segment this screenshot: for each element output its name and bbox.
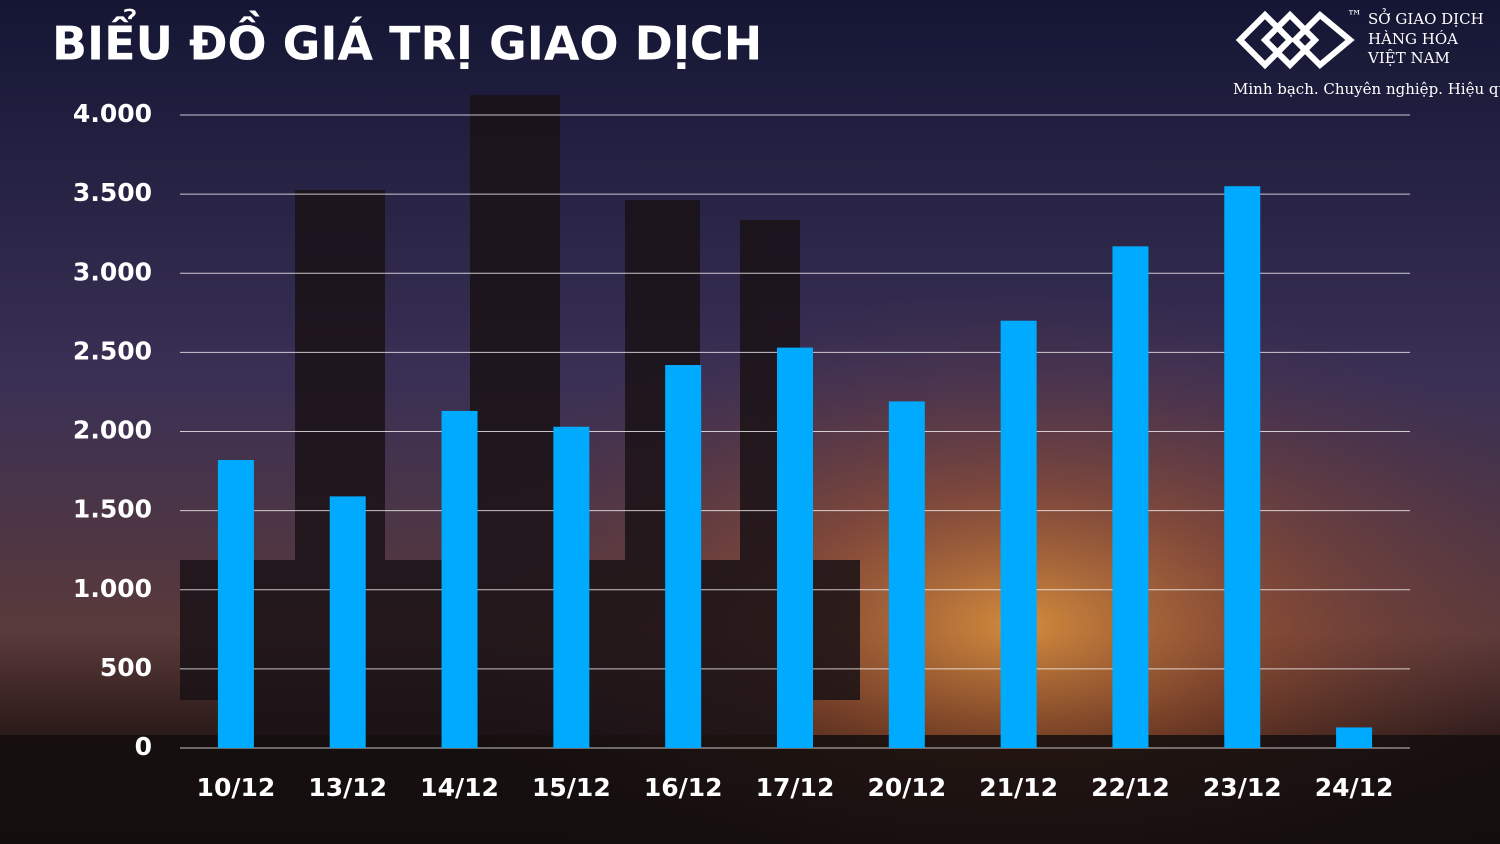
rig-silhouette xyxy=(0,95,1500,844)
y-tick-label: 3.000 xyxy=(73,257,152,286)
bar xyxy=(1336,727,1373,748)
bar xyxy=(888,401,925,748)
logo-tagline: Minh bạch. Chuyên nghiệp. Hiệu quả xyxy=(1233,80,1500,98)
x-tick-label: 23/12 xyxy=(1203,773,1282,802)
logo-mark xyxy=(1235,10,1355,70)
x-tick-label: 17/12 xyxy=(756,773,835,802)
x-tick-label: 20/12 xyxy=(867,773,946,802)
y-tick-label: 2.000 xyxy=(73,416,152,445)
y-tick-label: 0 xyxy=(135,732,152,761)
y-tick-label: 4.000 xyxy=(73,99,152,128)
bar xyxy=(217,459,254,748)
x-tick-label: 15/12 xyxy=(532,773,611,802)
logo-line: HÀNG HÓA xyxy=(1368,30,1458,48)
logo-trademark: ™ xyxy=(1347,7,1362,25)
bar xyxy=(665,365,702,748)
y-tick-label: 1.500 xyxy=(73,495,152,524)
bar xyxy=(1000,320,1037,748)
x-tick-label: 22/12 xyxy=(1091,773,1170,802)
x-tick-label: 24/12 xyxy=(1315,773,1394,802)
bar xyxy=(329,496,366,748)
chart-title: BIỂU ĐỒ GIÁ TRỊ GIAO DỊCH xyxy=(52,9,762,71)
bar xyxy=(1112,246,1149,748)
y-tick-label: 3.500 xyxy=(73,178,152,207)
y-tick-label: 500 xyxy=(100,653,152,682)
x-tick-label: 16/12 xyxy=(644,773,723,802)
x-tick-label: 21/12 xyxy=(979,773,1058,802)
y-tick-label: 1.000 xyxy=(73,574,152,603)
x-tick-label: 10/12 xyxy=(197,773,276,802)
bar xyxy=(1224,186,1261,748)
bar xyxy=(777,347,813,748)
x-tick-label: 13/12 xyxy=(308,773,387,802)
logo-line: VIỆT NAM xyxy=(1367,49,1450,67)
bar xyxy=(441,410,478,748)
y-tick-label: 2.500 xyxy=(73,336,152,365)
bar xyxy=(553,426,590,748)
logo-line: SỞ GIAO DỊCH xyxy=(1368,8,1484,28)
x-tick-label: 14/12 xyxy=(420,773,499,802)
